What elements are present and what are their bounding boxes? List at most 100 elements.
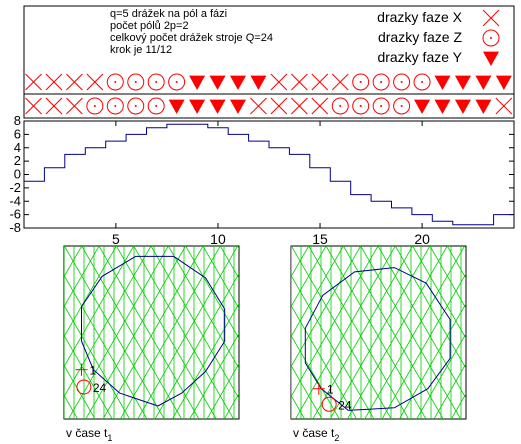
grid-line (433, 362, 466, 419)
phasor-frame-t1 (63, 245, 240, 420)
y-tick-label: -6 (9, 207, 21, 222)
grid-line (64, 246, 65, 248)
slot-cross-icon (45, 97, 63, 115)
grid-line (364, 246, 465, 419)
grid-line (120, 246, 221, 419)
grid-line (503, 246, 521, 419)
grid-line (64, 246, 135, 368)
grid-line (64, 304, 130, 419)
grid-line (64, 246, 152, 398)
grid-line (0, 246, 60, 419)
slot-cross-icon (86, 73, 104, 91)
grid-line (343, 246, 444, 419)
grid-line (325, 246, 427, 419)
grid-line (499, 246, 521, 419)
grid-line (291, 246, 392, 419)
slot-circle-icon (127, 73, 145, 91)
grid-line (484, 246, 521, 419)
slot-triangle-icon (454, 99, 471, 114)
mmf-plot-frame (23, 120, 515, 229)
slot-triangle-icon (209, 99, 226, 114)
slot-triangle-icon (475, 99, 492, 114)
grid-line (469, 246, 521, 419)
slot-triangle-icon (250, 75, 267, 90)
grid-line (291, 364, 323, 419)
y-tick-label: -2 (9, 180, 21, 195)
grid-line (515, 246, 521, 419)
slot-triangle-icon (189, 99, 206, 114)
grid-line (219, 246, 239, 280)
x-tick-label: 5 (112, 231, 120, 247)
info-line-4: krok je 11/12 (110, 44, 172, 56)
grid-line (480, 246, 521, 419)
marker-24-label: 24 (338, 398, 352, 412)
grid-line (517, 246, 521, 419)
slot-circle-icon (352, 73, 370, 91)
slot-row-lower (25, 97, 513, 115)
slot-circle-icon (106, 73, 124, 91)
phasor-polygon (304, 267, 451, 411)
marker-24-circle-icon (76, 379, 92, 395)
slot-triangle-icon (168, 99, 185, 114)
grid-line (467, 246, 521, 419)
grid-line (64, 364, 96, 419)
slot-circle-icon (331, 97, 349, 115)
grid-line (85, 246, 186, 419)
grid-line (0, 246, 47, 419)
grid-line (295, 246, 396, 419)
slot-triangle-icon (495, 75, 512, 90)
marker-24-circle-icon (321, 396, 337, 412)
grid-line (497, 246, 521, 419)
grid-line (64, 246, 165, 419)
slot-circle-icon (147, 73, 165, 91)
slot-triangle-icon (475, 75, 492, 90)
grid-line (133, 246, 234, 419)
slot-triangle-icon (230, 99, 246, 114)
x-tick-label: 20 (414, 231, 430, 247)
grid-line (64, 246, 117, 338)
slot-triangle-icon (434, 99, 451, 114)
grid-line (206, 362, 239, 419)
y-tick-label: 0 (14, 167, 21, 182)
grid-line (399, 302, 466, 419)
grid-line (81, 246, 182, 419)
slot-circle-icon (86, 97, 104, 115)
grid-line (0, 246, 8, 419)
info-line-2: počet pólů 2p=2 (110, 20, 189, 32)
grid-line (412, 246, 466, 340)
grid-line (416, 332, 466, 419)
slot-circle-icon (393, 73, 411, 91)
legend-marker-cross (482, 9, 500, 27)
grid-line (154, 272, 239, 419)
slot-cross-icon (331, 73, 349, 91)
slot-cross-icon (66, 73, 83, 91)
grid-line (0, 246, 32, 419)
slot-circle-icon (168, 73, 186, 91)
grid-line (0, 246, 30, 419)
slot-circle-icon (352, 97, 370, 115)
grid-line (291, 274, 375, 419)
grid-line (64, 334, 113, 419)
slot-cross-icon (45, 73, 63, 91)
grid-line (185, 246, 239, 340)
grid-line (291, 246, 362, 368)
grid-line (0, 246, 66, 419)
marker-1-label: 1 (90, 364, 97, 378)
caption-t2: v čase t2 (293, 426, 339, 443)
grid-line (464, 246, 466, 250)
slot-cross-icon (66, 97, 83, 115)
slot-circle-icon (106, 97, 124, 115)
grid-line (0, 246, 12, 419)
grid-line (0, 246, 43, 419)
x-tick-label: 15 (312, 231, 328, 247)
grid-line (167, 246, 239, 370)
grid-line (150, 246, 239, 400)
slot-cross-icon (25, 97, 42, 115)
slot-triangle-icon (434, 75, 451, 90)
legend-label-z: drazky faze Z (378, 29, 462, 45)
grid-line (463, 246, 521, 419)
legend-marker-circle (482, 29, 500, 47)
info-line-1: q=5 drážek na pól a fázi (110, 8, 227, 20)
slot-cross-icon (311, 97, 329, 115)
